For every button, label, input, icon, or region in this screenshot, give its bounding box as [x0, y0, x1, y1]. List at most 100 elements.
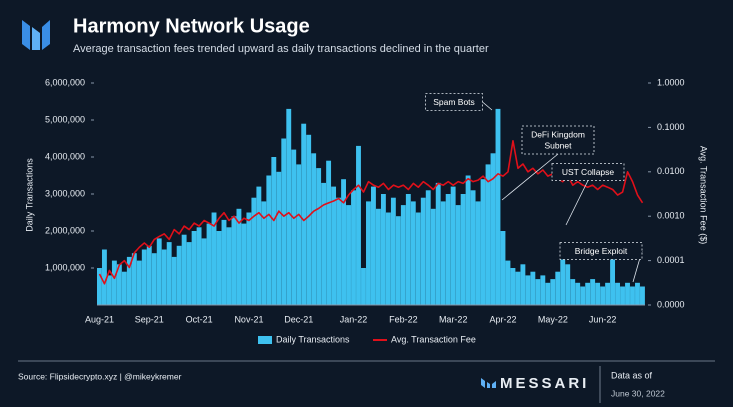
bar [515, 271, 521, 305]
bar [390, 197, 396, 305]
bar [560, 253, 566, 305]
bar [296, 164, 302, 305]
bar [420, 197, 426, 305]
bar [221, 219, 227, 305]
bar [575, 282, 581, 305]
bar [111, 260, 117, 305]
bar [400, 205, 406, 305]
y-tick-label: 6,000,000 [45, 77, 85, 87]
y2-tick-label: 1.0000 [657, 77, 685, 87]
bar [126, 256, 132, 305]
bar [545, 282, 551, 305]
bar [266, 175, 272, 305]
bar [341, 179, 346, 305]
bar [131, 253, 137, 305]
bar [286, 108, 292, 306]
legend-label: Daily Transactions [276, 334, 350, 344]
annotation-box [521, 125, 595, 155]
bar [97, 268, 102, 305]
bar [475, 201, 481, 305]
annotation-text: DeFi Kingdom [531, 129, 585, 139]
annotation-connector [501, 153, 559, 201]
bar [206, 223, 212, 305]
bar [500, 231, 506, 305]
y-axis-label: Daily Transactions [24, 158, 34, 232]
bar [236, 208, 242, 305]
y2-tick-label: 0.0000 [657, 299, 685, 309]
bar [425, 190, 431, 305]
footer-date: June 30, 2022 [611, 388, 665, 398]
bar [326, 160, 332, 305]
footer-source: Source: Flipsidecrypto.xyz | @mikeykreme… [18, 371, 182, 381]
bar [410, 201, 416, 305]
bar [231, 216, 237, 305]
y2-tick-label: 0.0100 [657, 166, 685, 176]
bar [415, 212, 421, 305]
bar [311, 153, 317, 305]
x-tick-label: Nov-21 [234, 314, 263, 324]
bar [191, 231, 197, 305]
y-tick-label: 4,000,000 [45, 151, 85, 161]
x-tick-label: Apr-22 [490, 314, 517, 324]
bar [181, 234, 187, 305]
legend-swatch [258, 336, 272, 344]
bar [196, 227, 202, 305]
legend-label: Avg. Transaction Fee [391, 334, 476, 344]
bar [276, 171, 282, 305]
brand-logo [481, 378, 496, 388]
y2-tick-label: 0.0010 [657, 211, 685, 221]
bar [495, 108, 501, 306]
annotation-text: Subnet [545, 140, 573, 150]
bar [271, 157, 277, 305]
bar [625, 282, 630, 305]
annotation-box [551, 163, 625, 181]
bar [161, 249, 167, 305]
bar [356, 145, 361, 305]
x-tick-label: Jun-22 [589, 314, 617, 324]
bar [375, 208, 381, 305]
bar [211, 212, 217, 305]
bar [485, 164, 491, 305]
bar [520, 264, 526, 305]
bar [605, 282, 611, 305]
bar [281, 138, 287, 305]
bar [395, 216, 401, 305]
bar [306, 134, 312, 305]
chart-title: Harmony Network Usage [73, 15, 310, 37]
y2-tick-label: 0.1000 [657, 122, 685, 132]
bar [440, 201, 446, 305]
bar [585, 282, 591, 305]
bar [186, 242, 192, 305]
bar [510, 268, 516, 305]
bar [256, 186, 262, 305]
bar [246, 212, 252, 305]
bar [171, 256, 177, 305]
bar [580, 286, 586, 305]
bar [555, 271, 561, 305]
bar [141, 249, 147, 305]
bar [301, 123, 307, 305]
bar [505, 260, 511, 305]
footer-brand: MESSARI [500, 375, 589, 392]
bar [176, 245, 182, 305]
x-tick-label: Aug-21 [85, 314, 114, 324]
annotation-box [559, 242, 643, 260]
x-tick-label: Sep-21 [135, 314, 164, 324]
bar [550, 279, 556, 305]
bar [640, 286, 645, 305]
bar [261, 201, 267, 305]
bar [321, 182, 327, 305]
y2-axis-label: Avg. Transaction Fee ($) [699, 146, 709, 244]
bar [565, 264, 571, 305]
bar [316, 168, 322, 305]
bar [630, 286, 635, 305]
bar [226, 227, 232, 305]
chart-subtitle: Average transaction fees trended upward … [73, 43, 489, 55]
annotation-connector [565, 180, 589, 226]
bar [351, 190, 356, 305]
bar [151, 253, 157, 305]
bar [430, 208, 436, 305]
bar [331, 186, 337, 305]
bar [460, 194, 466, 305]
